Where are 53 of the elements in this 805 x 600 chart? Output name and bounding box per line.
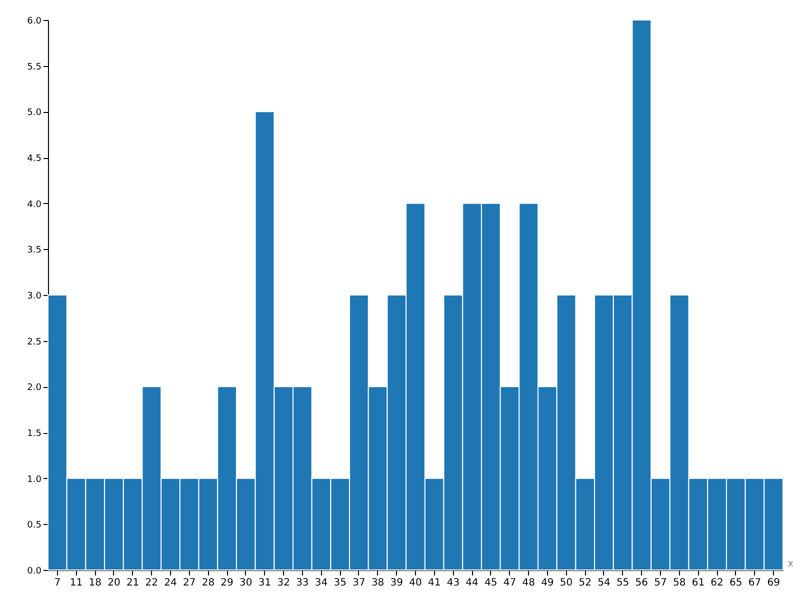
x-tick-label: 44 bbox=[466, 578, 478, 588]
y-tick-label: 5.0 bbox=[27, 108, 42, 118]
x-tick-label: 37 bbox=[352, 578, 366, 588]
x-tick-label: 57 bbox=[654, 578, 667, 588]
x-tick-label: 67 bbox=[748, 578, 762, 588]
y-tick-label: 1.5 bbox=[27, 429, 42, 439]
y-tick-label: 5.5 bbox=[27, 62, 42, 72]
x-tick-label: 54 bbox=[598, 578, 610, 588]
y-tick-label: 0.0 bbox=[27, 566, 42, 576]
x-tick-label: 49 bbox=[541, 578, 554, 588]
x-tick-label: 56 bbox=[635, 578, 648, 588]
y-tick-label: 6.0 bbox=[27, 16, 42, 26]
x-tick-label: 7 bbox=[54, 578, 61, 588]
x-tick-label: 33 bbox=[296, 578, 309, 588]
x-tick-label: 50 bbox=[560, 578, 573, 588]
x-tick-label: 65 bbox=[730, 578, 742, 588]
y-tick-label: 2.5 bbox=[27, 337, 42, 348]
x-tick-label: 62 bbox=[710, 578, 724, 588]
x-tick-label: 61 bbox=[692, 578, 705, 588]
x-tick-label: 69 bbox=[767, 578, 780, 588]
x-tick-label: 22 bbox=[145, 578, 158, 588]
x-tick-label: 39 bbox=[390, 578, 404, 588]
x-tick-label: 45 bbox=[484, 578, 498, 588]
y-tick-label: 3.5 bbox=[27, 246, 42, 256]
x-tick-label: 55 bbox=[616, 578, 630, 588]
y-tick-label: 3.0 bbox=[27, 292, 42, 302]
x-tick-label: 34 bbox=[314, 578, 328, 588]
y-tick-label: 4.0 bbox=[27, 200, 42, 210]
x-tick-label: 48 bbox=[522, 578, 535, 588]
x-tick-label: 47 bbox=[503, 578, 516, 588]
x-tick-label: 18 bbox=[88, 578, 102, 588]
x-tick-label: 29 bbox=[220, 578, 234, 588]
x-tick-label: 32 bbox=[277, 578, 290, 588]
x-tick-label: 21 bbox=[126, 578, 140, 588]
x-tick-label: 43 bbox=[446, 578, 460, 588]
y-tick-label: 2.0 bbox=[27, 383, 42, 394]
x-tick-label: 35 bbox=[334, 578, 346, 588]
y-tick-label: 1.0 bbox=[27, 474, 42, 485]
x-axis-title: x bbox=[788, 558, 794, 570]
y-tick-label: 4.5 bbox=[27, 154, 42, 164]
x-tick-label: 38 bbox=[371, 578, 384, 588]
x-tick-label: 58 bbox=[672, 578, 686, 588]
x-tick-label: 41 bbox=[428, 578, 441, 588]
x-tick-label: 28 bbox=[202, 578, 215, 588]
x-tick-label: 20 bbox=[108, 578, 120, 588]
x-tick-label: 11 bbox=[70, 578, 83, 588]
x-tick-label: 40 bbox=[409, 578, 422, 588]
x-tick-label: 24 bbox=[164, 578, 177, 588]
x-tick-label: 27 bbox=[182, 578, 196, 588]
x-tick-label: 31 bbox=[258, 578, 272, 588]
x-tick-label: 52 bbox=[578, 578, 592, 588]
x-tick-label: 30 bbox=[240, 578, 252, 588]
y-tick-label: 0.5 bbox=[27, 520, 42, 531]
